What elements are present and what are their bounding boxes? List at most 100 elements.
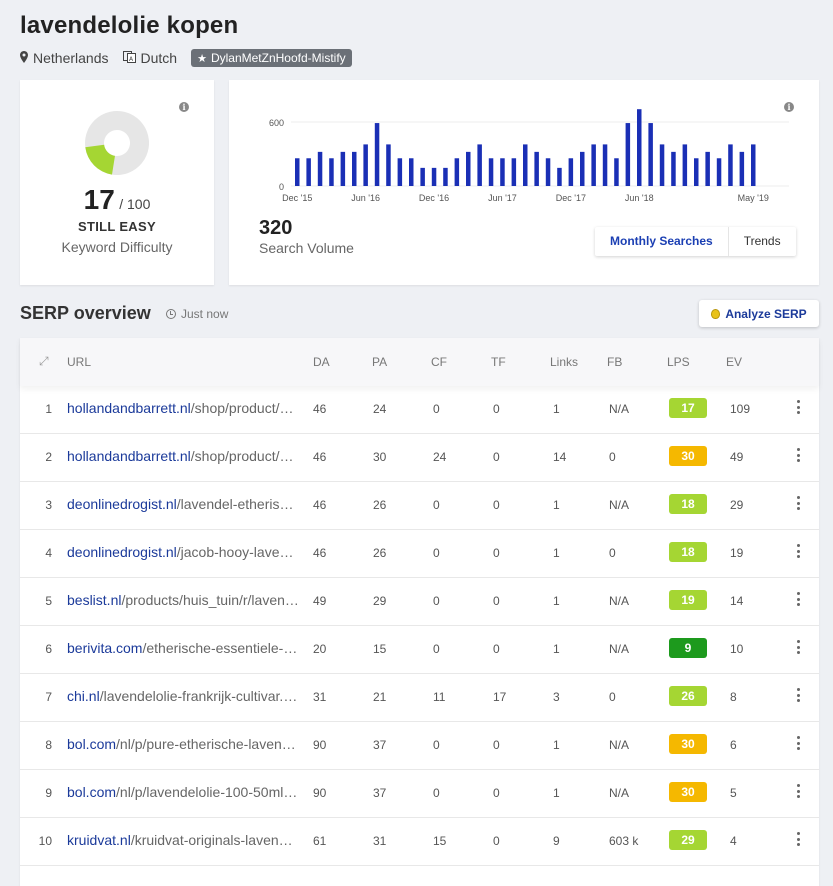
bar[interactable] — [557, 167, 562, 186]
bar[interactable] — [694, 158, 699, 186]
bar[interactable] — [386, 144, 391, 186]
tab-monthly-searches[interactable]: Monthly Searches — [595, 227, 729, 256]
table-row[interactable]: 9 bol.com/nl/p/lavendelolie-100-50ml-puur… — [20, 770, 819, 818]
table-row[interactable]: 3 deonlinedrogist.nl/lavendel-etherische-… — [20, 482, 819, 530]
table-row[interactable]: 1 hollandandbarrett.nl/shop/product/holla… — [20, 386, 819, 434]
row-url[interactable]: beslist.nl/products/huis_tuin/r/lavendel… — [67, 592, 299, 608]
row-url[interactable]: deonlinedrogist.nl/lavendel-etherische-o… — [67, 496, 299, 512]
col-url[interactable]: URL — [67, 355, 92, 369]
more-options-icon[interactable] — [796, 832, 800, 846]
difficulty-value: 17 — [83, 184, 115, 215]
bar[interactable] — [500, 158, 505, 186]
bar[interactable] — [568, 158, 574, 186]
row-cf: 0 — [433, 642, 440, 656]
table-row[interactable]: 7 chi.nl/lavendelolie-frankrijk-cultivar.… — [20, 674, 819, 722]
tab-trends[interactable]: Trends — [743, 234, 781, 248]
more-options-icon[interactable] — [796, 544, 800, 558]
bar[interactable] — [409, 158, 414, 186]
more-options-icon[interactable] — [796, 496, 800, 510]
col-fb[interactable]: FB — [607, 355, 623, 369]
bar[interactable] — [591, 144, 596, 186]
row-url[interactable]: berivita.com/etherische-essentiele-olie-… — [67, 640, 299, 656]
bar[interactable] — [511, 158, 517, 186]
bar[interactable] — [363, 144, 368, 186]
row-url[interactable]: kruidvat.nl/kruidvat-originals-lavendel-… — [67, 832, 299, 848]
bar[interactable] — [466, 151, 471, 186]
language[interactable]: A Dutch — [122, 50, 177, 66]
more-options-icon[interactable] — [796, 736, 800, 750]
account-badge[interactable]: ★ DylanMetZnHoofd-Mistify — [191, 49, 352, 67]
row-ev: 109 — [730, 402, 751, 416]
col-cf[interactable]: CF — [431, 355, 447, 369]
bar[interactable] — [728, 144, 733, 186]
row-url[interactable]: deonlinedrogist.nl/jacob-hooy-lavendel-o… — [67, 544, 299, 560]
table-row[interactable]: 2 hollandandbarrett.nl/shop/product/dr-or… — [20, 434, 819, 482]
bar[interactable] — [614, 158, 619, 186]
row-fb: 0 — [609, 546, 616, 560]
row-cf: 11 — [433, 690, 446, 704]
country[interactable]: Netherlands — [20, 50, 109, 66]
bar[interactable] — [397, 158, 403, 186]
row-url[interactable]: bol.com/nl/p/lavendelolie-100-50ml-puur — [67, 784, 299, 800]
bar[interactable] — [682, 144, 688, 186]
serp-time-label: Just now — [181, 307, 229, 321]
bar[interactable] — [352, 151, 357, 186]
bar[interactable] — [306, 158, 311, 186]
bar[interactable] — [534, 151, 539, 186]
bar[interactable] — [295, 158, 300, 186]
bar[interactable] — [637, 109, 642, 186]
bar[interactable] — [580, 151, 585, 186]
bar[interactable] — [340, 151, 346, 186]
table-row[interactable]: 10 kruidvat.nl/kruidvat-originals-lavende… — [20, 818, 819, 866]
bar[interactable] — [648, 123, 653, 186]
bar[interactable] — [420, 167, 425, 186]
bar[interactable] — [671, 151, 676, 186]
analyze-serp-button[interactable]: Analyze SERP — [699, 300, 819, 327]
bar[interactable] — [545, 158, 551, 186]
more-options-icon[interactable] — [796, 592, 800, 606]
bar[interactable] — [625, 123, 631, 186]
more-options-icon[interactable] — [796, 400, 800, 414]
row-url[interactable]: hollandandbarrett.nl/shop/product/hollan… — [67, 400, 299, 416]
bar[interactable] — [659, 144, 665, 186]
table-row[interactable]: 8 bol.com/nl/p/pure-etherische-lavendel-o… — [20, 722, 819, 770]
bar[interactable] — [751, 144, 756, 186]
col-links[interactable]: Links — [550, 355, 579, 369]
bar[interactable] — [329, 158, 334, 186]
bar[interactable] — [716, 158, 722, 186]
bar[interactable] — [602, 144, 608, 186]
more-options-icon[interactable] — [796, 784, 800, 798]
col-da[interactable]: DA — [313, 355, 330, 369]
more-options-icon[interactable] — [796, 640, 800, 654]
row-path: /nl/p/pure-etherische-lavendel-olie — [116, 736, 299, 752]
row-url[interactable]: chi.nl/lavendelolie-frankrijk-cultivar.h… — [67, 688, 299, 704]
bar[interactable] — [739, 151, 745, 186]
bar[interactable] — [488, 158, 494, 186]
row-da: 90 — [313, 786, 327, 800]
row-url[interactable]: bol.com/nl/p/pure-etherische-lavendel-ol… — [67, 736, 299, 752]
more-options-icon[interactable] — [796, 448, 800, 462]
info-icon[interactable]: i — [179, 102, 189, 112]
row-ev: 49 — [730, 450, 744, 464]
bar[interactable] — [705, 151, 710, 186]
expand-icon[interactable]: ⤢ — [39, 354, 49, 368]
col-tf[interactable]: TF — [491, 355, 506, 369]
table-row[interactable]: 6 berivita.com/etherische-essentiele-olie… — [20, 626, 819, 674]
info-icon[interactable]: i — [784, 102, 794, 112]
col-ev[interactable]: EV — [726, 355, 743, 369]
bar[interactable] — [523, 144, 528, 186]
col-pa[interactable]: PA — [372, 355, 388, 369]
bar[interactable] — [374, 123, 380, 186]
row-links: 1 — [553, 546, 560, 560]
col-lps[interactable]: LPS — [667, 355, 690, 369]
bar[interactable] — [454, 158, 460, 186]
bar[interactable] — [317, 151, 323, 186]
bar[interactable] — [477, 144, 482, 186]
table-row[interactable]: 4 deonlinedrogist.nl/jacob-hooy-lavendel-… — [20, 530, 819, 578]
bar[interactable] — [443, 167, 448, 186]
table-row[interactable]: 5 beslist.nl/products/huis_tuin/r/lavende… — [20, 578, 819, 626]
row-path: /lavendelolie-frankrijk-cultivar.html — [99, 688, 299, 704]
more-options-icon[interactable] — [796, 688, 800, 702]
bar[interactable] — [431, 167, 437, 186]
row-url[interactable]: hollandandbarrett.nl/shop/product/dr-org… — [67, 448, 299, 464]
